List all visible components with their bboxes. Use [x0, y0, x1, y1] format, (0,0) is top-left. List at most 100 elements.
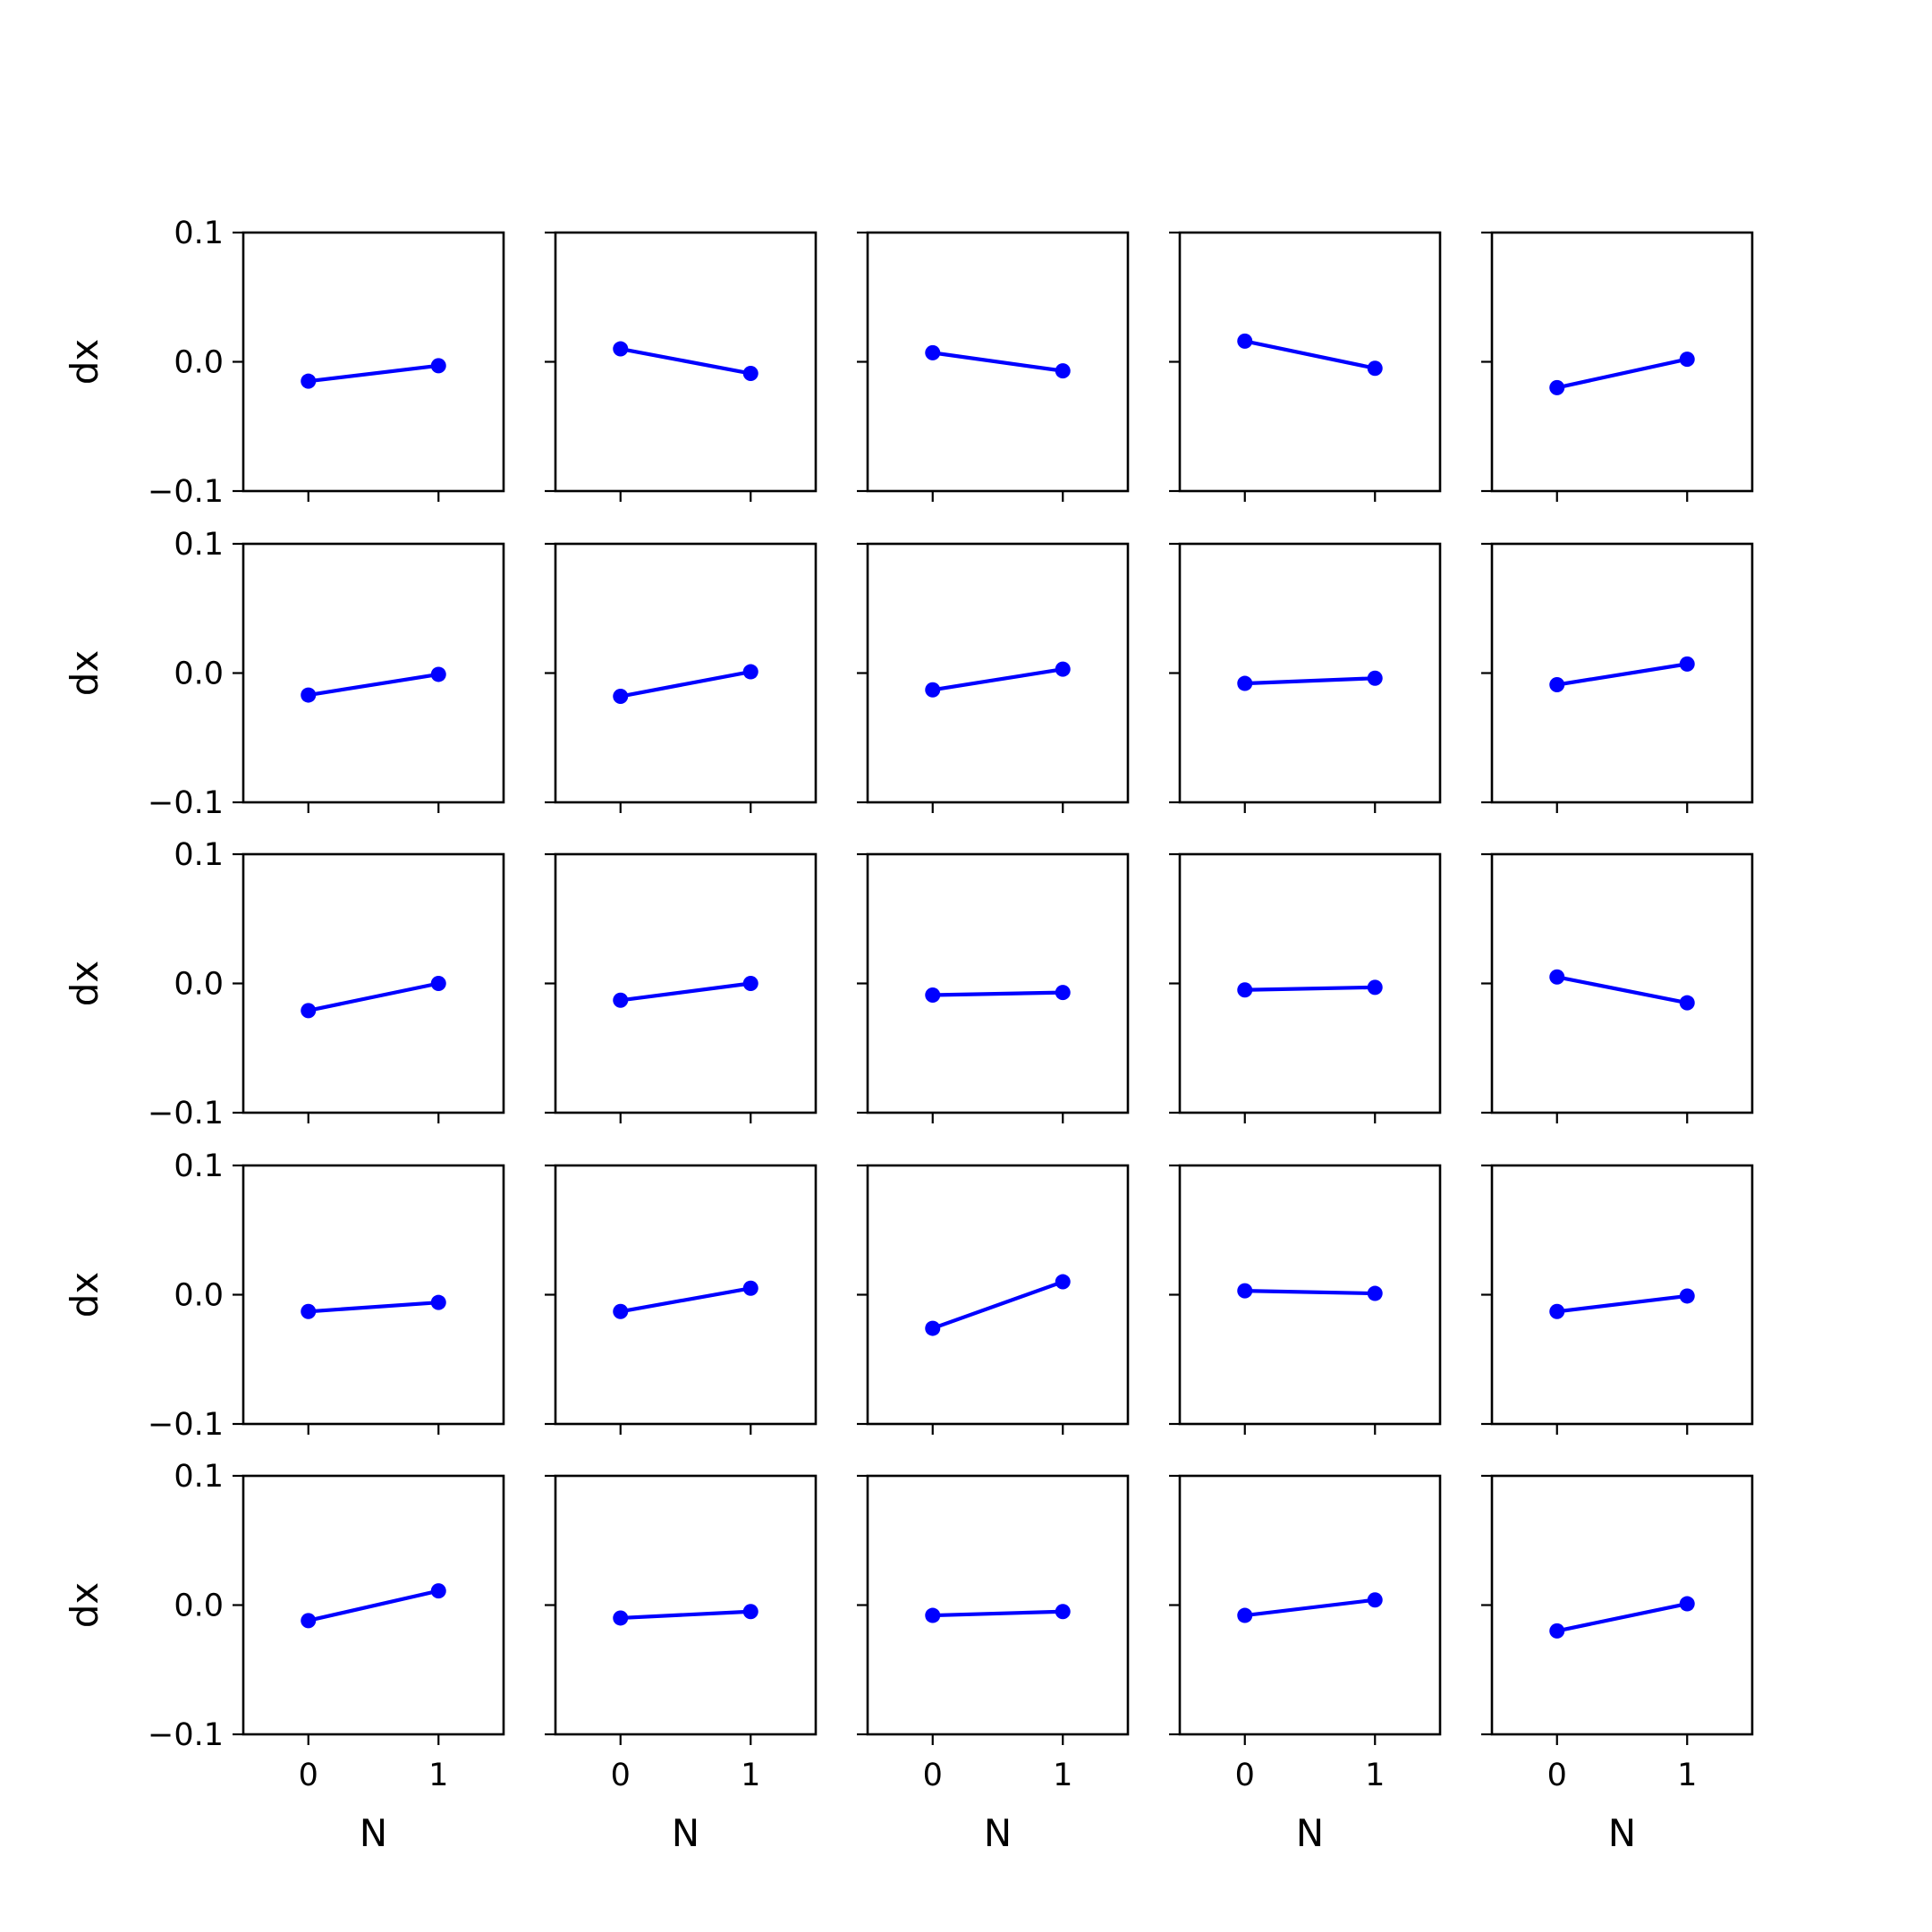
- subplot-frame: [1178, 852, 1442, 1114]
- subplot-frame: [1178, 1474, 1442, 1736]
- subplot-r4-c1: 0.1 0.0 −0.1 dx: [63, 1148, 505, 1443]
- subplot-r2-c1: 0.1 0.0 −0.1 dx: [63, 527, 505, 821]
- series-line: [620, 1609, 751, 1621]
- data-point-n0: [613, 1610, 629, 1626]
- y-axis-label: dx: [63, 1272, 106, 1318]
- subplot-r4-c2: [545, 1164, 818, 1435]
- y-tick-label: 0.1: [174, 216, 224, 251]
- subplot-r5-c4: 0 1 N: [1169, 1474, 1442, 1855]
- subplot-r5-c3: 0 1 N: [857, 1474, 1130, 1855]
- data-point-n1: [1055, 985, 1071, 1001]
- series-line: [1556, 357, 1688, 390]
- data-point-n1: [1367, 1285, 1383, 1301]
- subplot-frame: [1178, 231, 1442, 493]
- data-point-n0: [1549, 1303, 1565, 1319]
- series-line: [620, 1286, 751, 1314]
- data-point-n1: [430, 1583, 446, 1599]
- data-point-n1: [742, 1280, 758, 1296]
- data-point-n1: [742, 366, 758, 382]
- data-point-n1: [1679, 1288, 1695, 1304]
- data-point-n1: [1679, 656, 1695, 672]
- subplot-frame: [1178, 542, 1442, 804]
- subplot-r2-c5: [1481, 542, 1754, 813]
- subplot-r3-c1: 0.1 0.0 −0.1 dx: [63, 837, 505, 1131]
- subplot-r2-c3: [857, 542, 1130, 813]
- data-point-n1: [430, 358, 446, 374]
- data-point-n1: [1679, 995, 1695, 1011]
- data-point-n0: [1237, 1607, 1253, 1623]
- x-tick-label: 1: [1677, 1758, 1697, 1793]
- x-tick-label: 0: [1235, 1758, 1255, 1793]
- subplot-r2-c2: [545, 542, 818, 813]
- data-point-n0: [301, 1613, 317, 1629]
- series-line: [932, 1609, 1063, 1618]
- y-axis-label: dx: [63, 1582, 106, 1629]
- data-point-n0: [301, 373, 317, 389]
- series-line: [1556, 662, 1688, 687]
- y-tick-label: 0.0: [174, 1589, 224, 1624]
- y-tick-label: −0.1: [148, 785, 224, 821]
- y-axis-label: dx: [63, 650, 106, 697]
- subplot-frame: [554, 1164, 818, 1426]
- subplot-r3-c2: [545, 852, 818, 1123]
- subplot-r1-c3: [857, 231, 1130, 502]
- subplot-frame: [866, 852, 1130, 1114]
- subplot-frame: [554, 852, 818, 1114]
- data-point-n0: [925, 1607, 941, 1623]
- subplot-frame: [242, 1164, 505, 1426]
- series-line: [1244, 1289, 1376, 1296]
- data-point-n0: [1549, 379, 1565, 395]
- data-point-n1: [1367, 979, 1383, 996]
- x-tick-label: 0: [1547, 1758, 1567, 1793]
- x-axis-label: N: [360, 1811, 387, 1855]
- x-tick-label: 0: [611, 1758, 631, 1793]
- data-point-n0: [1237, 1283, 1253, 1299]
- series-line: [308, 672, 439, 698]
- subplot-r1-c2: [545, 231, 818, 502]
- y-tick-label: −0.1: [148, 474, 224, 510]
- y-tick-label: −0.1: [148, 1407, 224, 1443]
- data-point-n0: [1237, 333, 1253, 349]
- subplot-frame: [1490, 1474, 1754, 1736]
- data-point-n0: [1549, 677, 1565, 693]
- data-point-n1: [742, 976, 758, 991]
- data-point-n1: [1055, 1274, 1071, 1290]
- series-line: [932, 990, 1063, 997]
- x-axis-label: N: [672, 1811, 699, 1855]
- series-line: [1556, 1293, 1688, 1314]
- subplot-frame: [242, 852, 505, 1114]
- data-point-n0: [1549, 1623, 1565, 1639]
- y-tick-label: 0.1: [174, 527, 224, 563]
- data-point-n1: [1367, 1592, 1383, 1608]
- subplot-r1-c5: [1481, 231, 1754, 502]
- x-axis-label: N: [1296, 1811, 1324, 1855]
- subplot-r4-c4: [1169, 1164, 1442, 1435]
- data-point-n0: [613, 992, 629, 1008]
- series-line: [1556, 1601, 1688, 1633]
- y-tick-label: 0.0: [174, 657, 224, 692]
- x-tick-label: 1: [428, 1758, 448, 1793]
- subplot-frame: [242, 231, 505, 493]
- subplot-frame: [866, 1474, 1130, 1736]
- y-tick-label: 0.1: [174, 837, 224, 873]
- x-tick-label: 1: [1053, 1758, 1072, 1793]
- subplot-frame: [242, 542, 505, 804]
- x-tick-label: 1: [1365, 1758, 1385, 1793]
- series-line: [308, 1589, 439, 1623]
- subplot-r1-c1: 0.1 0.0 −0.1 dx: [63, 216, 505, 510]
- subplot-r5-c5: 0 1 N: [1481, 1474, 1754, 1855]
- y-tick-label: 0.1: [174, 1459, 224, 1495]
- series-line: [308, 1301, 439, 1314]
- series-line: [620, 981, 751, 1003]
- data-point-n0: [925, 1320, 941, 1336]
- y-axis-label: dx: [63, 961, 106, 1007]
- y-tick-label: 0.1: [174, 1148, 224, 1184]
- subplot-r3-c3: [857, 852, 1130, 1123]
- y-tick-label: 0.0: [174, 345, 224, 381]
- data-point-n0: [613, 1303, 629, 1319]
- data-point-n1: [1367, 360, 1383, 377]
- y-tick-label: 0.0: [174, 967, 224, 1003]
- subplot-r3-c5: [1481, 852, 1754, 1123]
- subplot-r1-c4: [1169, 231, 1442, 502]
- y-tick-label: 0.0: [174, 1278, 224, 1314]
